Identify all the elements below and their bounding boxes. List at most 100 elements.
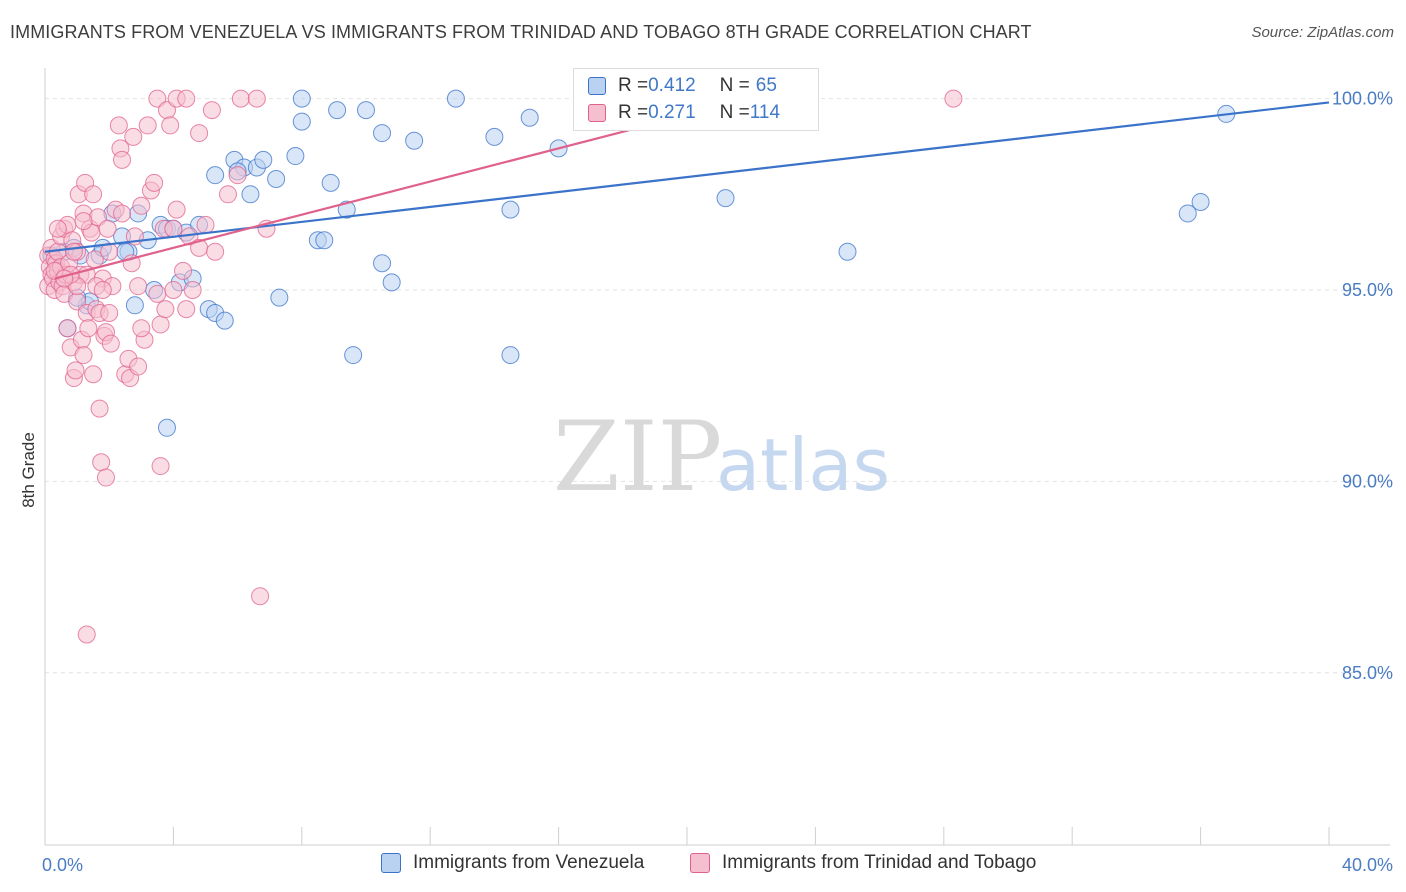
x-tick-label: 0.0% — [42, 855, 83, 875]
point-trinidad — [74, 346, 93, 365]
point-venezuela — [838, 242, 857, 261]
point-trinidad — [100, 303, 119, 322]
point-trinidad — [177, 89, 196, 108]
legend-swatch-trinidad — [690, 853, 710, 873]
legend-r-label: R = — [618, 75, 649, 96]
tick-labels: 100.0% 95.0% 90.0% 85.0% 0.0% 40.0% — [42, 89, 1393, 875]
point-trinidad — [151, 457, 170, 476]
point-trinidad — [93, 281, 112, 299]
point-trinidad — [196, 215, 215, 234]
point-trinidad — [251, 587, 270, 606]
point-venezuela — [241, 185, 260, 204]
y-axis-label: 8th Grade — [19, 432, 38, 508]
point-venezuela — [716, 189, 735, 208]
point-trinidad — [113, 150, 132, 169]
point-trinidad — [109, 116, 128, 135]
point-venezuela — [1178, 204, 1197, 223]
legend-item-venezuela: Immigrants from Venezuela — [381, 852, 644, 874]
point-trinidad — [167, 200, 186, 219]
point-trinidad — [132, 319, 151, 338]
series-legend: Immigrants from Venezuela Immigrants fro… — [0, 852, 1406, 878]
point-venezuela — [382, 273, 401, 292]
legend-n-label: N = — [719, 75, 750, 96]
point-trinidad — [145, 173, 164, 192]
point-trinidad — [98, 219, 117, 238]
point-venezuela — [520, 108, 539, 127]
series-points-trinidad — [39, 89, 963, 644]
x-tick-label: 40.0% — [1342, 855, 1393, 875]
y-tick-label: 95.0% — [1342, 280, 1393, 300]
point-venezuela — [344, 346, 363, 365]
legend-n-value: 114 — [749, 102, 781, 123]
point-trinidad — [96, 468, 115, 487]
legend-swatch-pink — [588, 104, 606, 122]
point-trinidad — [156, 300, 175, 319]
data-points — [39, 89, 1236, 644]
point-trinidad — [148, 284, 167, 303]
point-trinidad — [129, 277, 148, 296]
legend-row-trinidad: R = 0.271 N = 114 — [588, 102, 780, 124]
point-trinidad — [48, 219, 67, 238]
legend-r-label: R = — [618, 102, 649, 123]
point-trinidad — [124, 127, 143, 146]
legend-swatch-blue — [588, 77, 606, 95]
point-venezuela — [405, 131, 424, 150]
legend-item-trinidad: Immigrants from Trinidad and Tobago — [690, 852, 1036, 874]
point-trinidad — [206, 242, 225, 261]
watermark-atlas: atlas — [716, 423, 890, 507]
point-trinidad — [66, 361, 85, 380]
point-trinidad — [64, 242, 83, 261]
point-trinidad — [202, 101, 221, 120]
legend-n-value: 65 — [755, 75, 777, 96]
grid-lines — [45, 98, 1390, 674]
point-venezuela — [267, 170, 286, 188]
legend-label-venezuela: Immigrants from Venezuela — [413, 852, 645, 873]
watermark: ZIP atlas — [553, 401, 890, 513]
point-venezuela — [254, 150, 273, 169]
point-venezuela — [315, 231, 334, 250]
legend-row-venezuela: R = 0.412 N = 65 — [588, 75, 777, 97]
point-trinidad — [92, 453, 111, 472]
point-venezuela — [337, 200, 356, 219]
legend-r-value: 0.271 — [648, 102, 696, 123]
point-venezuela — [1191, 192, 1210, 211]
point-venezuela — [270, 288, 289, 307]
source-label: Source: ZipAtlas.com — [1251, 24, 1394, 41]
point-trinidad — [84, 185, 103, 204]
point-trinidad — [84, 365, 103, 384]
point-trinidad — [101, 334, 120, 353]
point-venezuela — [446, 89, 465, 108]
point-trinidad — [177, 300, 196, 319]
point-trinidad — [148, 89, 167, 108]
watermark-zip: ZIP — [553, 401, 722, 513]
point-venezuela — [373, 254, 392, 273]
point-trinidad — [79, 319, 98, 338]
legend-r-value: 0.412 — [648, 75, 696, 96]
axes — [44, 68, 1390, 846]
point-venezuela — [321, 173, 340, 192]
point-venezuela — [125, 296, 144, 315]
point-venezuela — [485, 127, 504, 146]
series-points-venezuela — [42, 89, 1236, 437]
point-trinidad — [218, 185, 237, 204]
legend-label-trinidad: Immigrants from Trinidad and Tobago — [722, 852, 1037, 873]
point-trinidad — [90, 399, 109, 418]
point-venezuela — [215, 311, 234, 330]
point-trinidad — [228, 166, 247, 185]
point-trinidad — [164, 281, 183, 299]
y-tick-label: 100.0% — [1332, 89, 1393, 109]
point-trinidad — [161, 116, 180, 135]
point-trinidad — [247, 89, 266, 108]
point-trinidad — [138, 116, 157, 135]
point-venezuela — [328, 101, 347, 120]
point-venezuela — [286, 147, 305, 166]
point-trinidad — [129, 357, 148, 376]
point-venezuela — [292, 89, 311, 108]
chart-title: IMMIGRANTS FROM VENEZUELA VS IMMIGRANTS … — [10, 22, 1032, 42]
point-trinidad — [174, 261, 193, 280]
point-trinidad — [58, 319, 77, 338]
point-trinidad — [132, 196, 151, 215]
y-tick-label: 85.0% — [1342, 663, 1393, 683]
point-venezuela — [357, 101, 375, 120]
